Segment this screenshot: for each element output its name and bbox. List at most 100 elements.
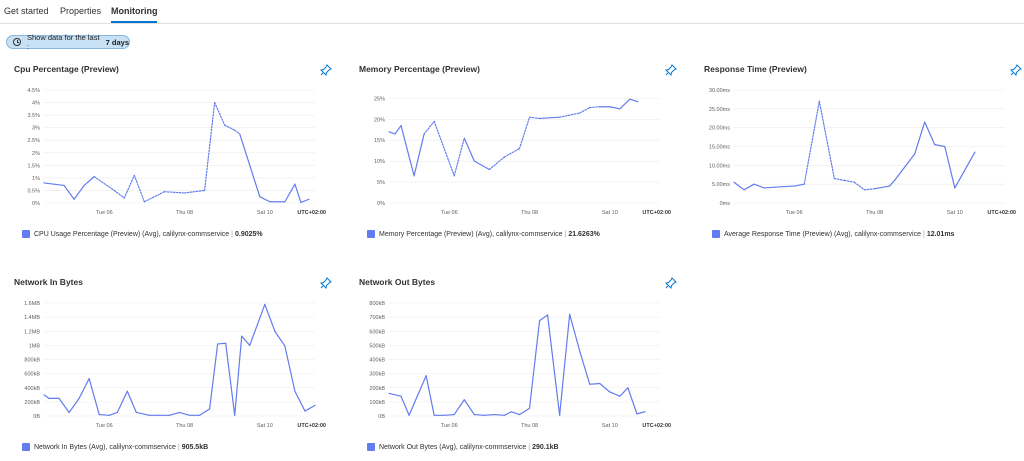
series-line-segment [294,390,306,412]
legend-swatch [22,230,30,238]
pin-icon[interactable] [320,277,332,289]
legend-separator: | [564,230,567,238]
chart-legend[interactable]: CPU Usage Percentage (Preview) (Avg), ca… [22,230,263,238]
series-line-segment [629,98,639,103]
series-line-segment [559,112,581,118]
y-tick-label: 200kB [24,400,40,406]
series-line-segment [300,198,310,204]
tab-monitoring[interactable]: Monitoring [111,6,158,16]
series-line-segment [108,411,118,416]
y-tick-label: 0ms [720,201,731,207]
legend-value: 21.6263% [568,230,600,238]
pin-icon[interactable] [665,277,677,289]
timezone-label: UTC+02:00 [297,210,326,216]
series-line-segment [43,182,55,185]
chart-plot[interactable]: 1.6MB 1.4MB 1.2MB 1MB 800kB 600kB 400kB 200kB 0B… [14,291,330,431]
series-line-segment [234,129,241,135]
series-line-segment [589,382,601,385]
y-tick-label: 100kB [369,400,385,406]
series-line-segment [123,174,135,199]
series-line-segment [528,116,541,120]
series-line-segment [954,151,976,189]
y-tick-label: 1.6MB [24,301,40,307]
series-line-segment [914,121,926,155]
series-line-segment [934,144,946,148]
series-line-segment [400,124,415,177]
series-line-segment [538,314,549,322]
series-line-segment [264,303,276,332]
y-tick-label: 10% [374,159,385,165]
legend-label: CPU Usage Percentage (Preview) (Avg), ca… [34,230,230,238]
pin-icon[interactable] [320,64,332,76]
chart-card-network-out-bytes: Network Out Bytes 800kB 700kB 600kB 500kB 400… [359,277,677,457]
y-tick-label: 1.2MB [24,329,40,335]
series-line-segment [528,320,541,409]
series-line-segment [73,184,85,200]
series-line-segment [463,399,475,416]
series-line-segment [413,133,425,177]
x-tick-label: Thu 08 [176,210,193,216]
y-tick-label: 300kB [369,372,385,378]
chart-legend[interactable]: Network In Bytes (Avg), calilynx-commser… [22,443,208,451]
series-line-segment [833,177,846,182]
series-line-segment [83,176,95,187]
chart-legend[interactable]: Average Response Time (Preview) (Avg), c… [712,230,954,238]
x-tick-label: Tue 06 [786,210,803,216]
y-tick-label: 0B [378,414,385,420]
series-line-segment [609,106,621,110]
pin-icon[interactable] [665,64,677,76]
series-line-segment [394,124,402,135]
series-line-segment [853,181,866,191]
pin-icon[interactable] [1010,64,1022,76]
series-line-segment [579,350,591,385]
series-line-segment [559,313,571,416]
tab-get-started[interactable]: Get started [4,6,49,16]
series-line-segment [510,411,521,416]
series-line-segment [259,196,271,203]
y-tick-label: 700kB [369,315,385,321]
timezone-label: UTC+02:00 [297,423,326,429]
y-tick-label: 600kB [24,372,40,378]
y-tick-label: 5% [377,180,385,186]
y-tick-label: 4.5% [27,88,40,94]
y-tick-label: 500kB [369,343,385,349]
y-tick-label: 20.00ms [709,126,730,132]
series-line-segment [63,184,75,200]
y-tick-label: 800kB [369,301,385,307]
chart-plot[interactable]: 30.00ms 25.00ms 20.00ms 15.00ms 10.00ms 5.00m… [704,78,1020,218]
series-line-segment [733,181,745,191]
legend-swatch [367,443,375,451]
y-tick-label: 25% [374,96,385,102]
tab-properties[interactable]: Properties [60,6,102,16]
y-tick-label: 0B [33,414,40,420]
chart-legend[interactable]: Memory Percentage (Preview) (Avg), calil… [367,230,600,238]
y-tick-label: 0% [377,201,385,207]
series-line-segment [893,153,916,182]
series-line-segment [599,382,611,393]
series-line-segment [863,188,876,191]
series-line-segment [773,185,795,188]
time-range-filter-button[interactable]: Show data for the last : 7 days [6,33,130,51]
series-line-segment [619,98,631,110]
series-line-segment [214,101,226,126]
series-line-segment [198,408,211,416]
series-line-segment [249,164,261,198]
chart-title: Network Out Bytes [359,277,436,287]
series-line-segment [116,390,128,414]
chart-plot[interactable]: 4.5% 4% 3.5% 3% 2.5% 2% 1.5% 1% 0.5% 0% Tue 06 Thu … [14,78,330,218]
legend-label: Memory Percentage (Preview) (Avg), calil… [379,230,563,238]
y-tick-label: 25.00ms [709,107,730,113]
chart-plot[interactable]: 25% 20% 15% 10% 5% 0% Tue 06 Thu 08 Sat 10 UTC+02… [359,78,675,218]
series-line-segment [425,375,435,416]
series-line-segment [133,174,145,203]
x-tick-label: Sat 10 [257,423,273,429]
legend-label: Network Out Bytes (Avg), calilynx-commse… [379,443,527,451]
series-line-segment [241,335,251,346]
series-line-segment [408,375,427,416]
chart-card-cpu-percentage: Cpu Percentage (Preview) 4.5% 4% 3.5% 3% 2.5%… [14,64,332,244]
x-tick-label: Sat 10 [257,210,273,216]
chart-plot[interactable]: 800kB 700kB 600kB 500kB 400kB 300kB 200kB 100kB… [359,291,675,431]
active-tab-indicator [111,21,157,23]
series-line-segment [135,411,150,416]
chart-legend[interactable]: Network Out Bytes (Avg), calilynx-commse… [367,443,559,451]
